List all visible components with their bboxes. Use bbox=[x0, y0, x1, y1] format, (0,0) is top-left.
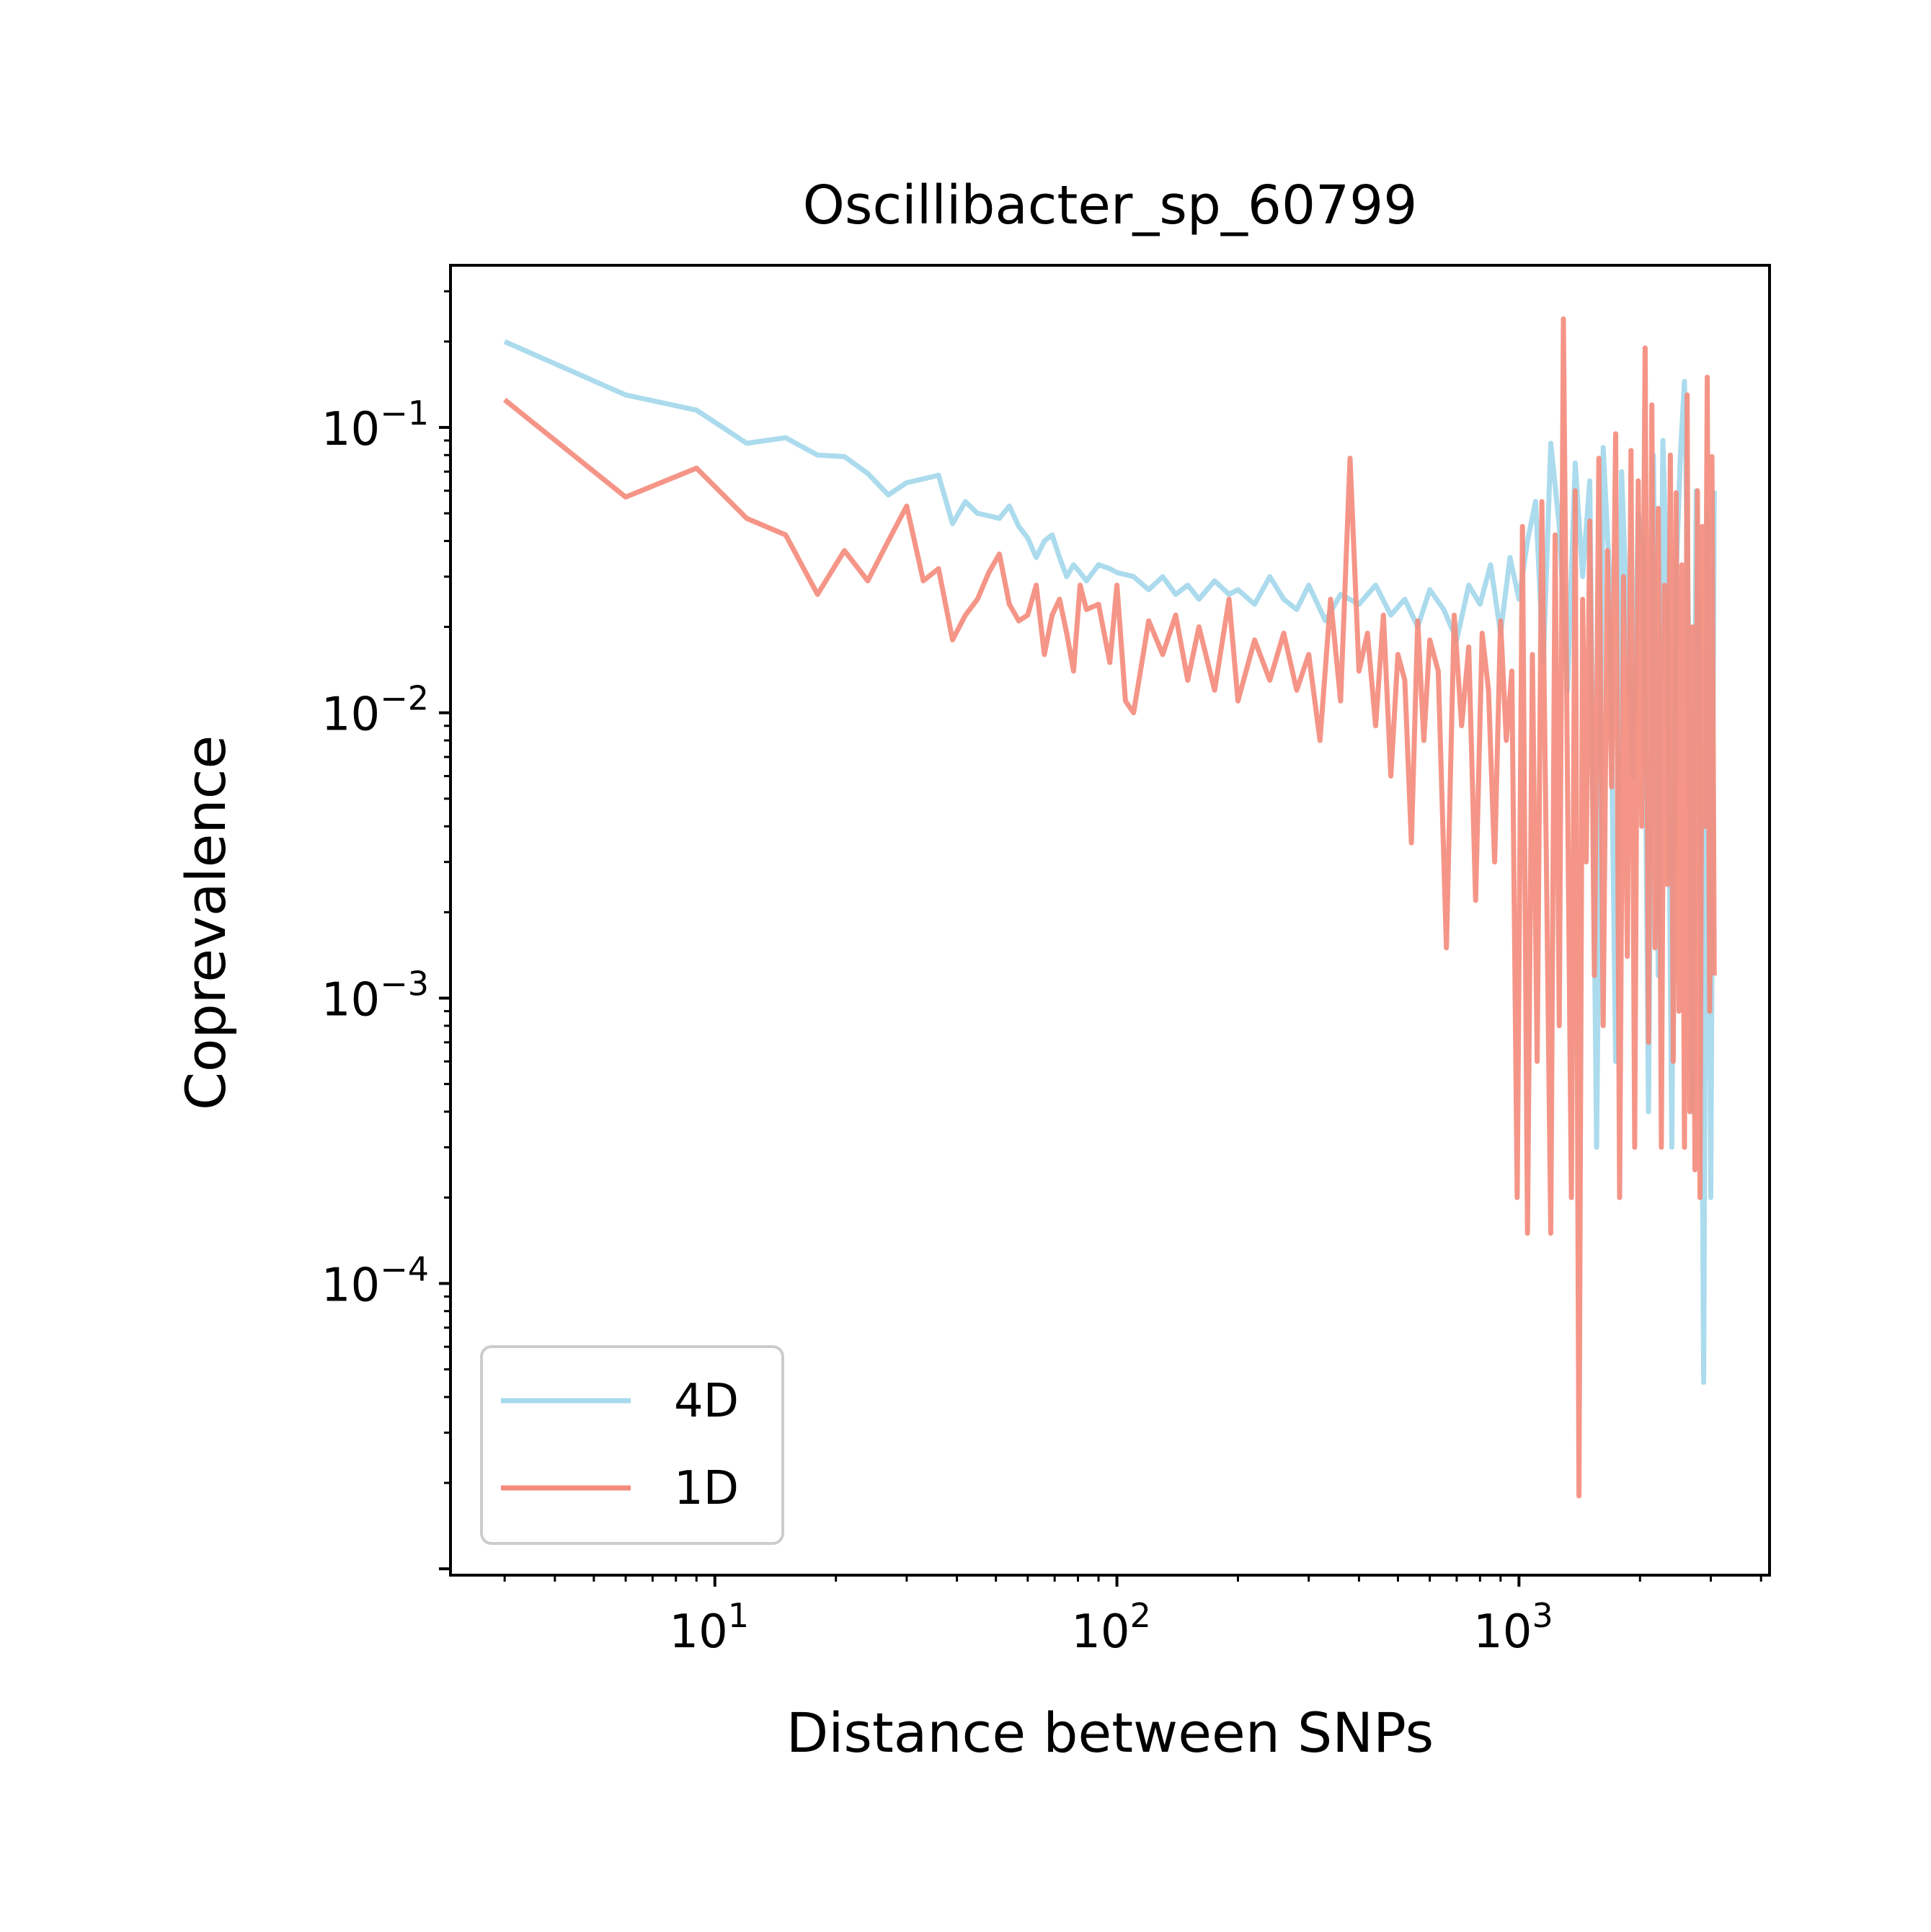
legend-label-4d: 4D bbox=[674, 1375, 739, 1428]
y-tick-label: 10−3 bbox=[321, 965, 429, 1027]
series-layer bbox=[502, 316, 1717, 1499]
chart-title: Oscillibacter_sp_60799 bbox=[803, 174, 1418, 236]
x-tick-label: 103 bbox=[1473, 1596, 1553, 1659]
series-line-1d bbox=[502, 316, 1717, 1499]
plot-area bbox=[449, 264, 1771, 1577]
x-tick-label: 102 bbox=[1071, 1596, 1151, 1659]
y-axis: 10−1 10−2 10−3 10−4 bbox=[321, 290, 450, 1571]
y-tick-label: 10−2 bbox=[321, 679, 429, 742]
y-tick-label: 10−1 bbox=[321, 394, 429, 456]
legend: 4D 1D bbox=[480, 1345, 784, 1545]
plot-frame bbox=[449, 264, 1771, 1577]
x-tick-label: 101 bbox=[669, 1596, 749, 1659]
y-axis-label: Coprevalence bbox=[174, 735, 238, 1110]
legend-label-1d: 1D bbox=[674, 1462, 739, 1515]
y-tick-label: 10−4 bbox=[321, 1249, 429, 1312]
legend-frame bbox=[480, 1345, 784, 1545]
x-axis-label: Distance between SNPs bbox=[786, 1701, 1434, 1765]
x-axis: 101 102 103 bbox=[503, 1575, 1762, 1659]
